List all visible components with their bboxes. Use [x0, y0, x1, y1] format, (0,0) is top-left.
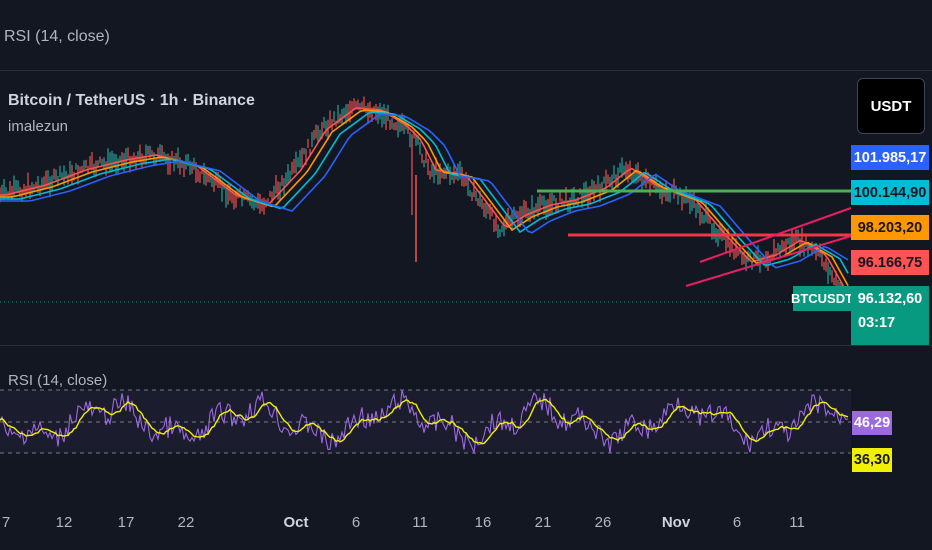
time-axis-tick: 6 [732, 514, 742, 531]
last-price-label: 96.132,60 [851, 286, 929, 311]
indicator-author[interactable]: imalezun [8, 118, 69, 135]
time-axis-tick: 6 [351, 514, 361, 531]
rsi-value-label: 46,29 [852, 411, 892, 435]
rsi-ma-line [0, 398, 849, 445]
time-axis-tick: 11 [412, 514, 428, 531]
indicator-header: RSI (14, close) [0, 0, 932, 71]
ema-mid-line [0, 109, 849, 286]
upper-trend-line [699, 207, 852, 263]
time-axis-tick: 12 [55, 514, 73, 531]
price-label-ema-cyan: 100.144,90 [851, 180, 929, 205]
rsi-line [0, 389, 849, 455]
time-axis-tick: 7 [1, 514, 11, 531]
time-axis-tick: 17 [117, 514, 135, 531]
price-label-ema-red: 96.166,75 [851, 250, 929, 275]
time-axis-tick: Oct [283, 514, 309, 531]
time-axis-tick: Nov [661, 514, 691, 531]
indicator-title[interactable]: RSI (14, close) [4, 28, 110, 45]
time-axis-tick: 21 [534, 514, 552, 531]
bar-countdown: 03:17 [851, 311, 929, 345]
time-axis-tick: 26 [594, 514, 612, 531]
price-label-ema-blue: 101.985,17 [851, 145, 929, 170]
ema-slow2-line [0, 113, 849, 269]
currency-selector[interactable]: USDT [857, 78, 925, 134]
lower-trend-line [685, 235, 852, 287]
time-axis-tick: 11 [789, 514, 805, 531]
rsi-ma-value-label: 36,30 [852, 448, 892, 472]
time-axis-tick: 16 [474, 514, 492, 531]
ema-slow1-line [0, 111, 849, 274]
time-axis-tick: 22 [177, 514, 195, 531]
symbol-title[interactable]: Bitcoin / TetherUS · 1h · Binance [8, 92, 255, 109]
chart-legend: Bitcoin / TetherUS · 1h · Binance imalez… [8, 92, 255, 135]
price-label-ema-orange: 98.203,20 [851, 215, 929, 240]
rsi-title[interactable]: RSI (14, close) [8, 372, 108, 389]
pane-divider[interactable] [0, 345, 932, 346]
symbol-tag: BTCUSDT [791, 286, 853, 311]
ema-fast-line [0, 107, 849, 295]
